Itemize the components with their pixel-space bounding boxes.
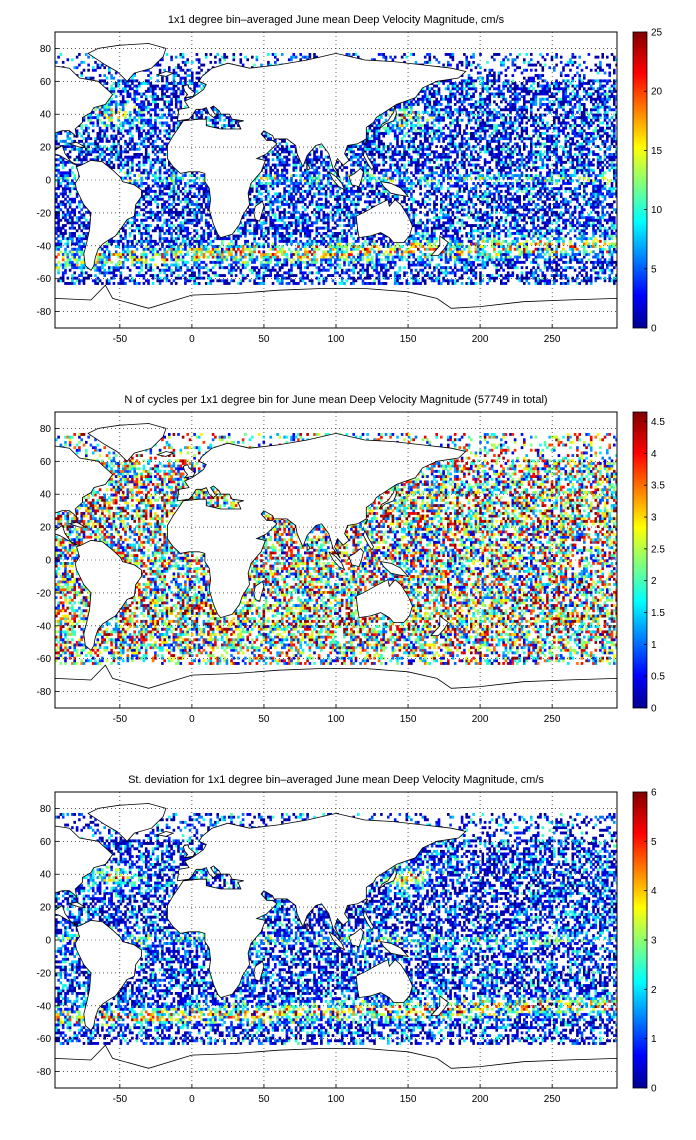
y-tick-label: -80 — [37, 1067, 52, 1078]
y-tick-label: 60 — [40, 837, 52, 848]
colorbar: 4.5 4 3.5 3 2.5 2 1.5 1 0.5 0 — [633, 412, 665, 715]
panel-1: 1x1 degree bin–averaged June mean Deep V… — [0, 14, 663, 345]
y-tick-label: -80 — [37, 687, 52, 698]
x-tick-label: 0 — [189, 714, 195, 725]
y-tick-label: -60 — [37, 274, 52, 285]
y-tick-label: -20 — [37, 968, 52, 979]
colorbar-tick-label: 2 — [651, 985, 657, 996]
x-tick-label: -50 — [113, 334, 128, 345]
y-tick-label: 0 — [45, 176, 51, 187]
x-tick-label: 200 — [472, 1094, 489, 1105]
panel-title: 1x1 degree bin–averaged June mean Deep V… — [168, 14, 505, 26]
colorbar-tick-label: 1.5 — [651, 608, 665, 619]
land-iceland — [157, 832, 173, 837]
y-tick-label: 40 — [40, 870, 52, 881]
y-tick-label: 40 — [40, 110, 52, 121]
y-tick-label: 60 — [40, 457, 52, 468]
coastlines — [0, 804, 617, 1089]
colorbar-tick-label: 1 — [651, 640, 657, 651]
y-tick-label: -40 — [37, 621, 52, 632]
y-tick-label: 20 — [40, 143, 52, 154]
map-area — [0, 424, 618, 709]
x-tick-label: 150 — [400, 1094, 417, 1105]
colorbar-tick-label: 0 — [651, 1084, 657, 1095]
colorbar-tick-label: 0 — [651, 704, 657, 715]
colorbar-tick-label: 0.5 — [651, 672, 665, 683]
x-tick-label: 0 — [189, 334, 195, 345]
y-tick-label: -20 — [37, 208, 52, 219]
colorbar-tick-label: 4 — [651, 449, 657, 460]
land-antarctica — [55, 1045, 617, 1088]
colorbar-tick-label: 4.5 — [651, 417, 665, 428]
x-tick-label: -50 — [113, 1094, 128, 1105]
y-tick-label: 20 — [40, 903, 52, 914]
y-tick-label: 40 — [40, 490, 52, 501]
y-tick-label: -40 — [37, 241, 52, 252]
x-tick-label: 250 — [544, 714, 561, 725]
colorbar-tick-label: 3.5 — [651, 481, 665, 492]
colorbar: 6 5 4 3 2 1 0 — [633, 788, 657, 1095]
x-tick-label: 100 — [328, 1094, 345, 1105]
land-uk — [183, 845, 195, 858]
x-tick-label: 250 — [544, 1094, 561, 1105]
land-antarctica — [55, 665, 617, 708]
colorbar: 25 20 15 10 5 0 — [633, 28, 663, 335]
colorbar-tick-label: 4 — [651, 886, 657, 897]
y-tick-label: -60 — [37, 1034, 52, 1045]
x-tick-label: 50 — [258, 714, 270, 725]
x-tick-label: 150 — [400, 334, 417, 345]
x-tick-label: 200 — [472, 334, 489, 345]
land-antarctica — [55, 285, 617, 328]
y-tick-label: -20 — [37, 588, 52, 599]
panel-3: St. deviation for 1x1 degree bin–average… — [0, 774, 657, 1105]
colorbar-tick-label: 2 — [651, 576, 657, 587]
y-tick-label: 0 — [45, 556, 51, 567]
colorbar-tick-label: 10 — [651, 205, 663, 216]
colorbar-tick-label: 3 — [651, 513, 657, 524]
y-tick-label: 80 — [40, 44, 52, 55]
colorbar-tick-label: 3 — [651, 936, 657, 947]
map-area — [0, 44, 618, 329]
y-tick-label: 60 — [40, 77, 52, 88]
panel-title: St. deviation for 1x1 degree bin–average… — [128, 774, 544, 786]
colorbar-tick-label: 25 — [651, 28, 663, 39]
x-tick-label: 50 — [258, 1094, 270, 1105]
colorbar-tick-label: 15 — [651, 146, 663, 157]
x-tick-label: 0 — [189, 1094, 195, 1105]
x-tick-label: 100 — [328, 334, 345, 345]
x-tick-label: 50 — [258, 334, 270, 345]
colorbar-tick-label: 0 — [651, 324, 657, 335]
x-tick-label: 200 — [472, 714, 489, 725]
y-tick-label: -80 — [37, 307, 52, 318]
colorbar-tick-label: 5 — [651, 264, 657, 275]
x-tick-label: -50 — [113, 714, 128, 725]
colorbar-tick-label: 20 — [651, 87, 663, 98]
y-tick-label: -60 — [37, 654, 52, 665]
land-uk — [183, 85, 195, 98]
y-tick-label: 80 — [40, 424, 52, 435]
x-tick-label: 100 — [328, 714, 345, 725]
y-tick-label: 0 — [45, 936, 51, 947]
panel-title: N of cycles per 1x1 degree bin for June … — [124, 394, 547, 406]
colorbar-tick-label: 5 — [651, 837, 657, 848]
colorbar-tick-label: 1 — [651, 1034, 657, 1045]
colorbar-tick-label: 2.5 — [651, 544, 665, 555]
map-area — [0, 804, 618, 1089]
y-tick-label: 20 — [40, 523, 52, 534]
y-tick-label: -40 — [37, 1001, 52, 1012]
colorbar-tick-label: 6 — [651, 788, 657, 799]
y-tick-label: 80 — [40, 804, 52, 815]
x-tick-label: 250 — [544, 334, 561, 345]
panel-2: N of cycles per 1x1 degree bin for June … — [0, 394, 665, 725]
x-tick-label: 150 — [400, 714, 417, 725]
